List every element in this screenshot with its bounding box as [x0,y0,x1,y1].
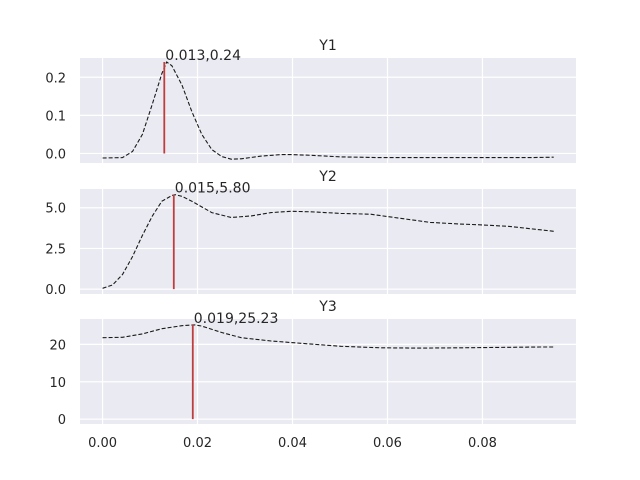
x-tick-label: 0.08 [468,436,497,451]
peak-annotation: 0.019,25.23 [194,311,279,327]
y-tick-label: 10 [49,376,66,391]
peak-annotation: 0.015,5.80 [175,181,251,197]
y-tick-label: 0.1 [45,109,66,124]
subplot-y2: 0.0 2.5 5.0 Y2 0.015,5.80 [45,169,576,298]
y-tick-label: 0.0 [45,147,66,162]
subplot-title: Y3 [318,299,336,315]
series-line [102,194,554,289]
x-tick-label: 0.02 [183,436,212,451]
plot-area [80,319,576,424]
y-tick-label: 0.2 [45,71,66,86]
subplot-title: Y2 [318,169,336,185]
subplot-title: Y1 [318,38,336,54]
series-line [102,324,554,349]
y-tick-label: 0.0 [45,283,66,298]
x-tick-label: 0.04 [278,436,307,451]
subplot-y3: 0 10 20 Y3 0.019,25.23 [49,299,576,428]
y-tick-label: 20 [49,338,66,353]
subplot-y1: 0.0 0.1 0.2 Y1 0.013,0.24 [45,38,576,163]
plot-area [80,58,576,163]
y-tick-label: 0 [58,413,66,428]
y-tick-label: 2.5 [45,242,66,257]
x-axis-ticks: 0.00 0.02 0.04 0.06 0.08 [88,436,497,451]
x-tick-label: 0.06 [373,436,402,451]
y-tick-label: 5.0 [45,202,66,217]
x-tick-label: 0.00 [88,436,117,451]
peak-annotation: 0.013,0.24 [165,48,241,64]
series-line [102,61,554,160]
plot-area [80,189,576,294]
